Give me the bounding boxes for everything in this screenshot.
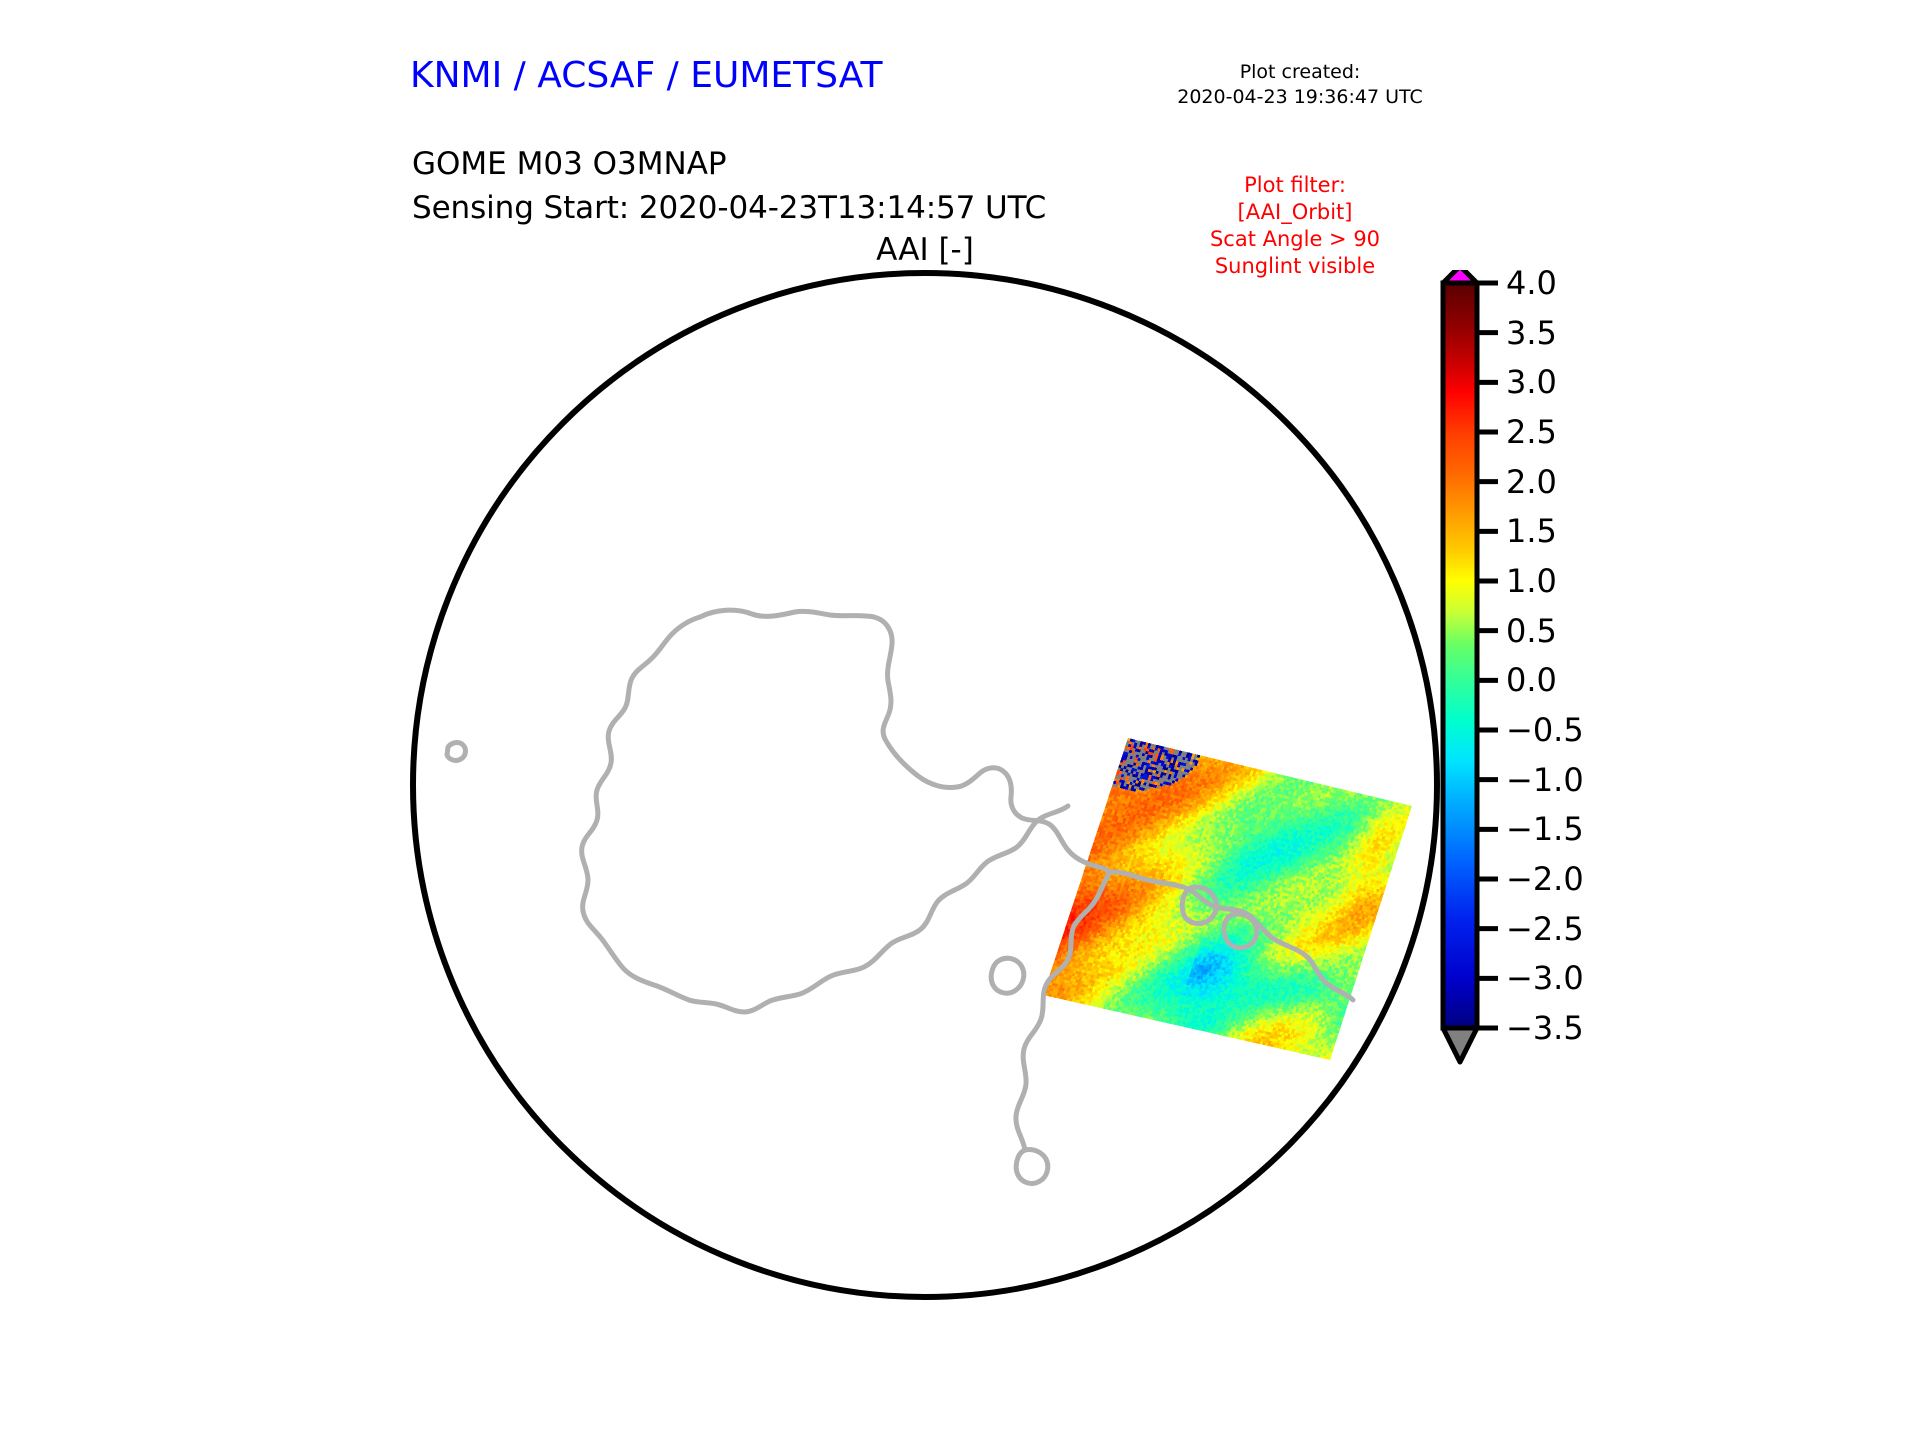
colorbar-tick-label: 2.0 <box>1506 462 1557 501</box>
colorbar-tick-label: −1.0 <box>1506 760 1584 799</box>
colorbar-tick-label: 1.5 <box>1506 512 1557 551</box>
colorbar-tick-label: −1.5 <box>1506 810 1584 849</box>
coastline-southern-tip-south-america <box>655 273 707 302</box>
colorbar-tick-label: 4.0 <box>1506 264 1557 302</box>
sensing-start: Sensing Start: 2020-04-23T13:14:57 UTC <box>412 190 1047 226</box>
colorbar-tick-label: 0.0 <box>1506 661 1557 700</box>
colorbar-tick-label: 2.5 <box>1506 413 1557 451</box>
coastline-antarctic-peninsula <box>1107 869 1356 1003</box>
product-info-block: GOME M03 O3MNAP Sensing Start: 2020-04-2… <box>412 142 1046 230</box>
plot-filter-line-2: Scat Angle > 90 <box>1209 227 1381 251</box>
plot-filter-line-0: Plot filter: <box>1244 173 1346 197</box>
coastline-lower-peninsula-detail <box>1013 1147 1051 1186</box>
coastline-antarctica <box>697 607 1113 875</box>
colorbar-tick-label: −2.5 <box>1506 909 1584 948</box>
page-title: AAI [-] <box>876 232 974 268</box>
plot-created-block: Plot created: 2020-04-23 19:36:47 UTC <box>1160 60 1440 110</box>
colorbar-tick-label: −3.0 <box>1506 959 1584 998</box>
coastlines <box>444 273 1356 1186</box>
colorbar-tick-label: 3.5 <box>1506 313 1557 352</box>
coastline-island-west <box>444 740 468 763</box>
colorbar-tick-label: −2.0 <box>1506 860 1584 898</box>
plot-filter-line-3: Sunglint visible <box>1214 254 1376 278</box>
plot-created-value: 2020-04-23 19:36:47 UTC <box>1177 86 1423 108</box>
colorbar-ticks <box>1477 280 1498 1031</box>
colorbar-tick-label: −3.5 <box>1506 1009 1584 1047</box>
colorbar-tick-label: −0.5 <box>1506 711 1584 749</box>
colorbar-tick-label: 3.0 <box>1506 363 1557 402</box>
coastline-south-shetland <box>1221 911 1260 951</box>
coastline-peninsula-west-coast <box>1013 869 1113 1153</box>
plot-filter-block: Plot filter: [AAI_Orbit] Scat Angle > 90… <box>1150 172 1440 280</box>
colorbar-tick-label: 0.5 <box>1506 611 1557 650</box>
coastline-peninsula-inlet <box>1179 884 1219 927</box>
colorbar-gradient <box>1440 280 1480 1031</box>
colorbar-tick-labels: 4.0 3.5 3.0 2.5 2.0 1.5 1.0 0.5 0.0 −0.5 −1.0 −1.5 −… <box>1506 264 1666 1330</box>
colorbar: 4.0 3.5 3.0 2.5 2.0 1.5 1.0 0.5 0.0 −0.5 −1.0 −1.5 −… <box>1430 264 1670 1330</box>
coastline-tierra-del-fuego <box>677 273 713 313</box>
coastline-island-upper-left <box>511 307 555 348</box>
colorbar-tick-label: 1.0 <box>1506 562 1557 600</box>
plot-created-label: Plot created: <box>1239 61 1361 83</box>
coastline-alexander-island <box>988 955 1027 996</box>
colorbar-svg <box>1440 270 1498 1065</box>
product-name: GOME M03 O3MNAP <box>412 146 727 182</box>
colorbar-under-arrow <box>1440 1025 1480 1065</box>
coastline-antarctica-south <box>767 803 1071 1004</box>
coastline-antarctica-west <box>579 614 773 1015</box>
agency-title: KNMI / ACSAF / EUMETSAT <box>410 55 883 96</box>
globe-boundary <box>410 270 1440 1300</box>
plot-filter-line-1: [AAI_Orbit] <box>1237 200 1353 224</box>
